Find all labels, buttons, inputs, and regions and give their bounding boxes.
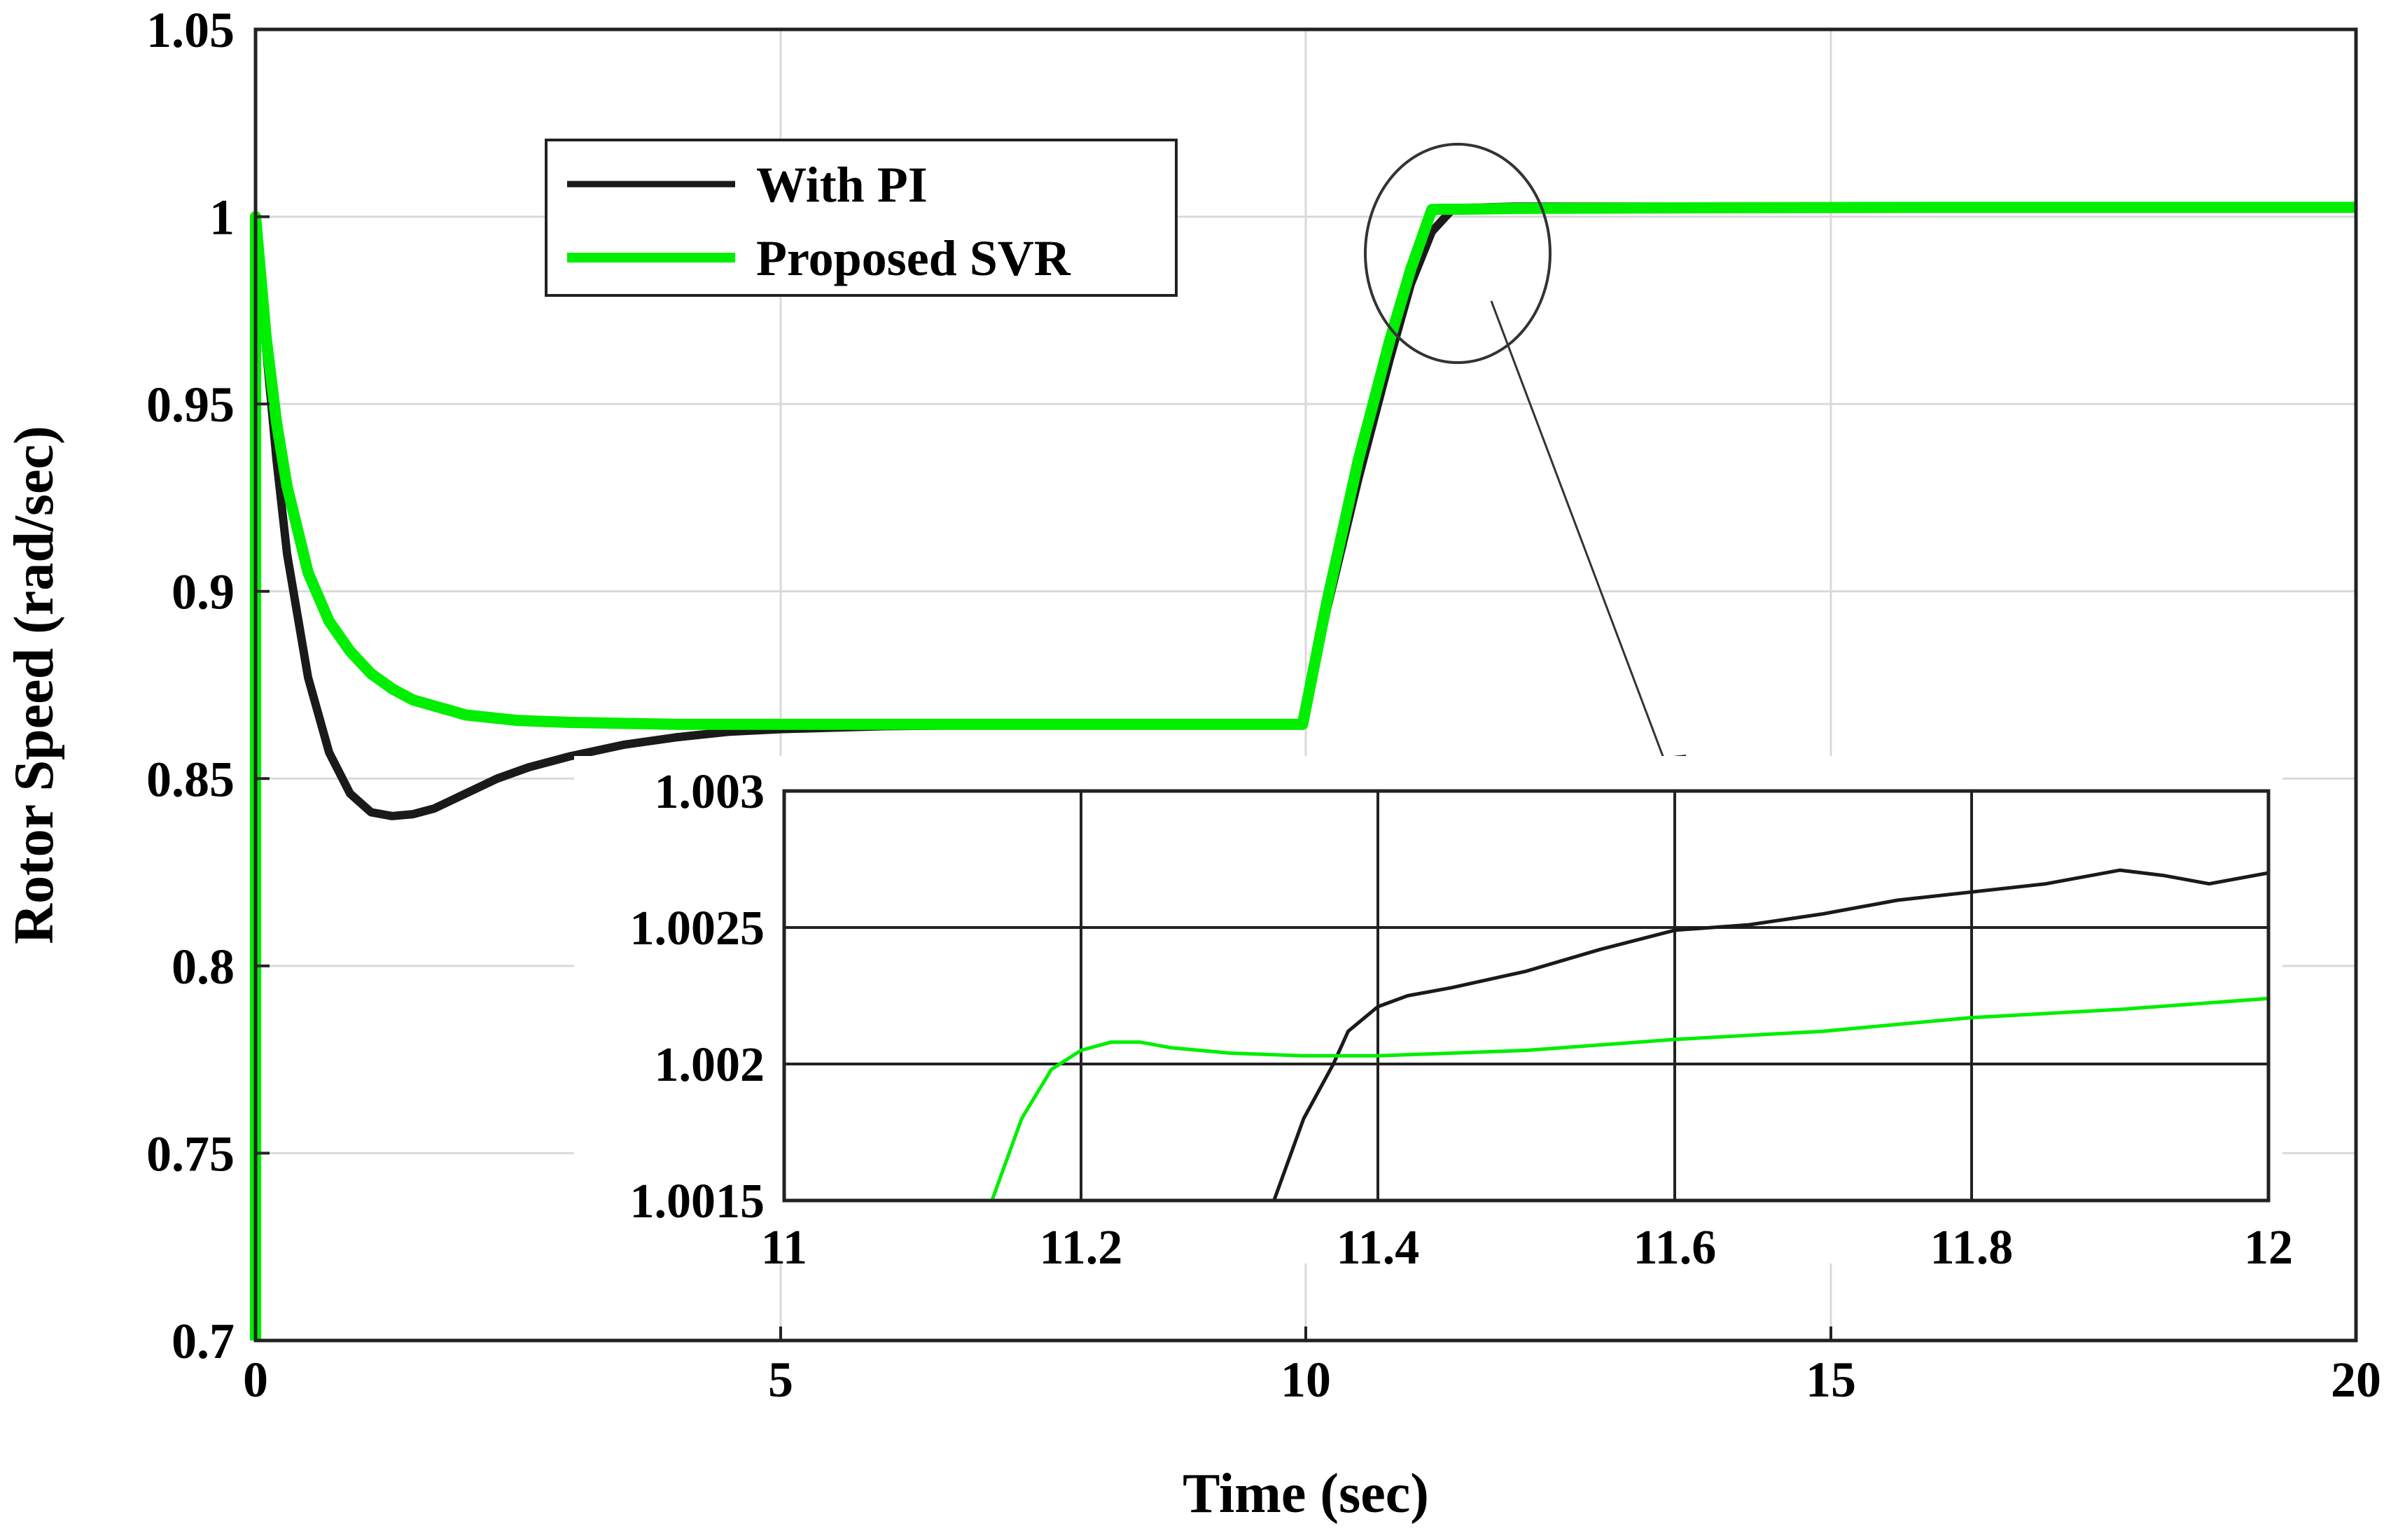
main-series-proposed-svr: [250, 202, 2356, 1340]
inset-tick-labels: 11 11.2 11.4 11.6 11.8 12 1.0015 1.002 1.0025 1.0…: [630, 765, 2294, 1275]
main-y-tick-label: 0.8: [172, 939, 235, 995]
main-y-tick-label: 0.95: [146, 377, 235, 433]
inset-x-tick-label: 11.4: [1337, 1221, 1420, 1275]
legend-label-proposed-svr: Proposed SVR: [756, 230, 1071, 286]
main-x-tick-label: 5: [768, 1352, 793, 1408]
zoom-circle: [1364, 143, 1552, 364]
inset-x-tick-label: 12: [2244, 1221, 2293, 1275]
legend: With PI Proposed SVR: [545, 139, 1178, 297]
inset-x-tick-label: 11.8: [1930, 1221, 2014, 1275]
main-x-tick-label: 15: [1806, 1352, 1856, 1408]
inset-series-group: [990, 868, 2269, 1201]
main-y-tick-label: 0.85: [146, 751, 235, 807]
main-x-tick-label: 10: [1281, 1352, 1331, 1408]
inset-series-with-pi: [1272, 868, 2269, 1201]
inset-x-tick-label: 11.6: [1633, 1221, 1717, 1275]
legend-label-with-pi: With PI: [756, 157, 928, 213]
main-x-tick-label: 0: [243, 1352, 268, 1408]
main-y-tick-label: 0.7: [172, 1313, 235, 1369]
main-x-tick-label: 20: [2331, 1352, 2381, 1408]
inset-x-tick-label: 11: [761, 1221, 807, 1275]
inset-background: [574, 756, 2282, 1264]
main-tick-labels: 0 5 10 15 20 0.7 0.75 0.8 0.85 0.9 0.95 1 1.05: [146, 2, 2381, 1408]
inset-y-tick-label: 1.002: [655, 1038, 765, 1092]
main-y-tick-label: 1: [209, 190, 235, 246]
main-y-tick-label: 1.05: [146, 2, 235, 58]
x-axis-label: Time (sec): [1183, 1463, 1429, 1525]
inset-y-tick-label: 1.0015: [630, 1175, 765, 1228]
legend-box: [545, 139, 1178, 297]
inset-plot-frame: [782, 789, 2271, 1203]
inset-series-proposed-svr: [990, 996, 2269, 1201]
y-axis-label: Rotor Speed (rad/sec): [4, 426, 65, 944]
main-y-tick-label: 0.75: [146, 1126, 235, 1182]
inset-y-tick-label: 1.0025: [630, 902, 765, 955]
inset-y-tick-label: 1.003: [655, 765, 765, 819]
main-series-group: [250, 202, 2356, 1340]
main-y-tick-label: 0.9: [172, 564, 235, 620]
inset-x-tick-label: 11.2: [1040, 1221, 1123, 1275]
zoom-arrow-line: [1490, 300, 1675, 785]
